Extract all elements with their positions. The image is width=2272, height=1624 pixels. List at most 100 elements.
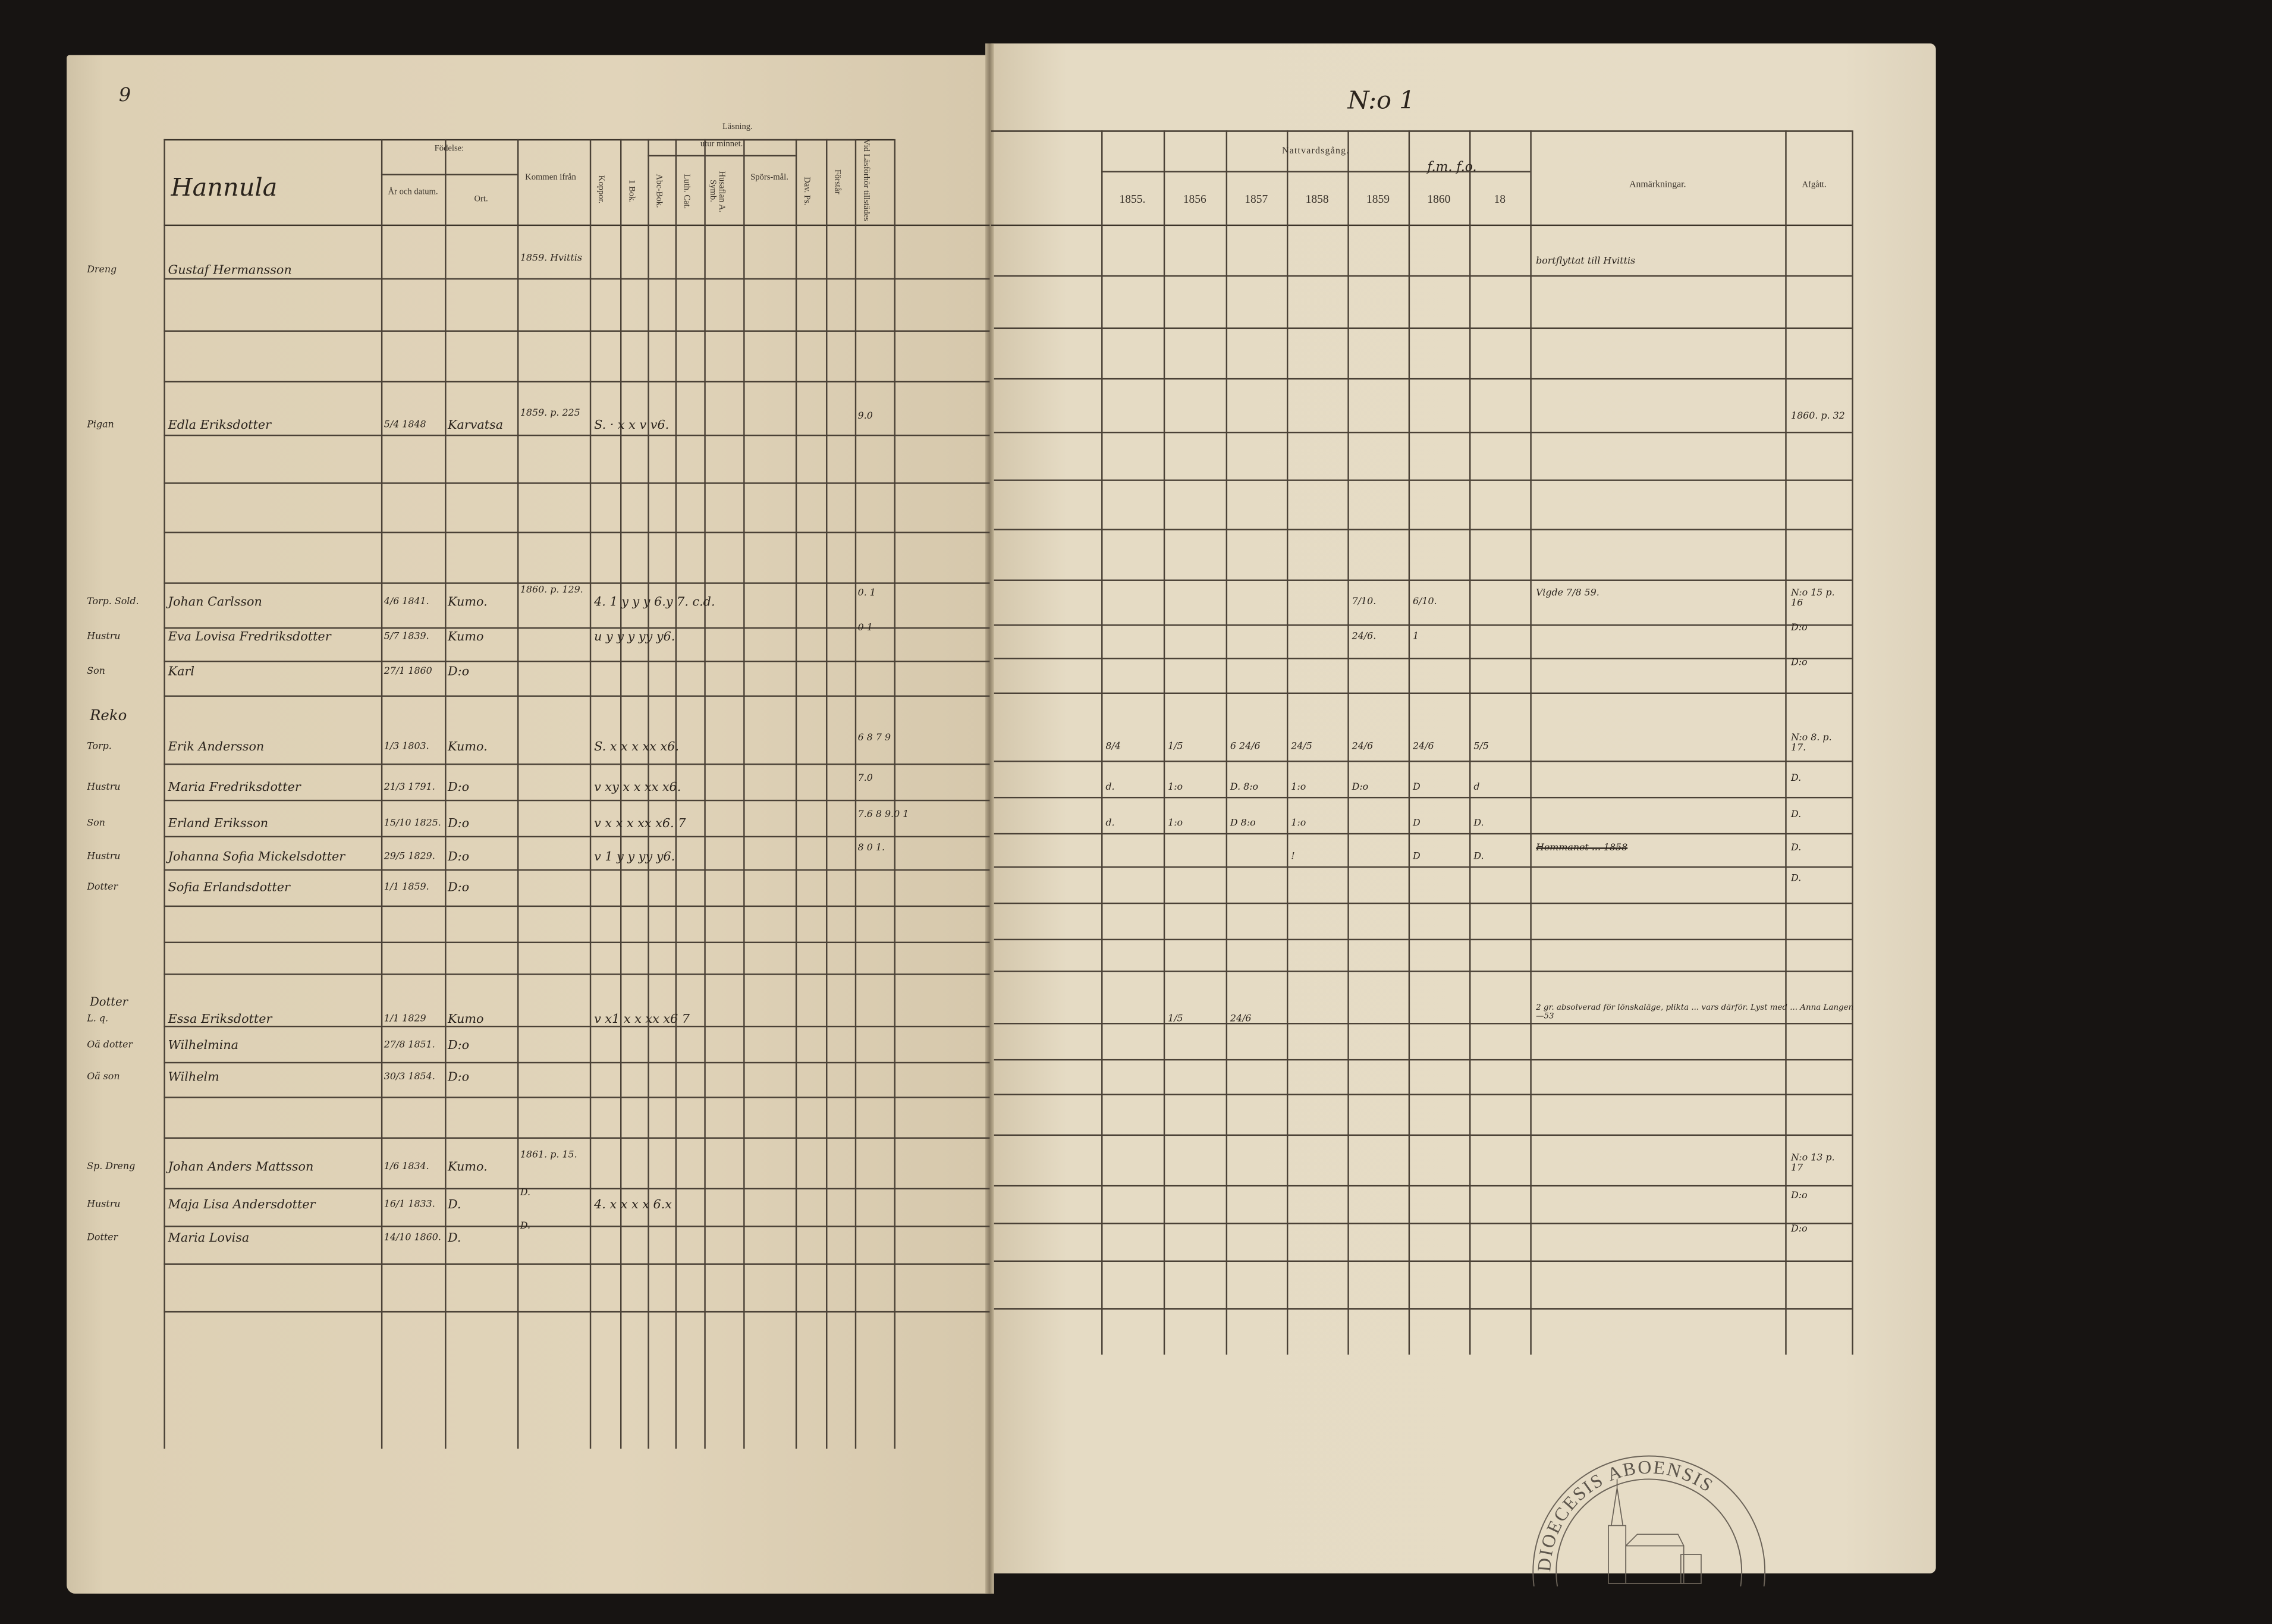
section-label-dotter: Dotter — [90, 995, 128, 1009]
lasforhor-marks: 7.0 — [857, 772, 873, 784]
column-rule — [1530, 130, 1532, 1355]
household-number: N:o 1 — [1347, 87, 1415, 116]
header-year: 1857 — [1245, 193, 1268, 206]
header-koppor: Koppor. — [596, 175, 605, 204]
person-name: Wilhelm — [168, 1070, 219, 1085]
header-bottom-rule-left — [164, 224, 990, 227]
communion-date: d. — [1105, 781, 1115, 793]
communion-date: 6/10. — [1412, 595, 1437, 607]
remark: bortflyttat till Hvittis — [1536, 255, 1636, 267]
column-rule — [743, 139, 745, 1449]
communion-date: 1/5 — [1168, 740, 1183, 752]
column-rule — [1347, 130, 1349, 1355]
row-rule — [164, 627, 990, 629]
church-drawing — [1608, 1479, 1702, 1584]
role-label: Son — [87, 665, 105, 677]
row-rule — [994, 529, 1852, 530]
communion-date: D. 8:o — [1230, 781, 1259, 793]
departure: D:o — [1791, 656, 1808, 668]
person-name: Maja Lisa Andersdotter — [168, 1198, 316, 1213]
person-name: Wilhelmina — [168, 1038, 239, 1054]
remark: Hemmanet ... 1858 — [1536, 841, 1628, 853]
row-rule — [164, 695, 990, 697]
birth-place: D. — [448, 1198, 461, 1213]
communion-date: 5/5 — [1473, 740, 1489, 752]
role-label: Oä dotter — [87, 1038, 133, 1051]
row-rule — [994, 692, 1852, 694]
person-name: Maria Fredriksdotter — [168, 781, 301, 796]
column-rule — [795, 139, 797, 1449]
reading-marks: 4. x x x x 6.x — [594, 1198, 672, 1213]
role-label: Hustru — [87, 781, 121, 793]
column-rule — [620, 139, 622, 1449]
column-rule — [517, 139, 519, 1449]
column-rule — [445, 139, 447, 1449]
lasning-sub-rule — [620, 139, 855, 141]
reading-marks: 4. 1 y y y 6.y 7. c.d. — [594, 595, 715, 610]
role-label: Dotter — [87, 1231, 118, 1243]
header-nattvardsgang: Nattvardsgång. — [1282, 146, 1350, 157]
communion-date: D:o — [1352, 781, 1369, 793]
role-label: Dreng — [87, 263, 117, 275]
person-name: Edla Eriksdotter — [168, 419, 272, 434]
row-rule — [994, 1223, 1852, 1224]
person-name: Johan Anders Mattsson — [168, 1160, 314, 1175]
row-rule — [994, 1134, 1852, 1136]
row-rule — [994, 1023, 1852, 1025]
came-from: D. — [520, 1186, 531, 1198]
person-name: Essa Eriksdotter — [168, 1012, 272, 1028]
row-rule — [164, 434, 990, 436]
header-afgatt: Afgått. — [1802, 181, 1827, 190]
nattvard-sub-rule — [1101, 171, 1531, 172]
birth-place: Karvatsa — [448, 419, 504, 434]
fodelse-sub-rule — [381, 174, 517, 175]
communion-date: 1:o — [1168, 781, 1183, 793]
row-rule — [994, 970, 1852, 972]
column-rule — [648, 139, 649, 1449]
row-rule — [994, 1260, 1852, 1262]
role-label: Hustru — [87, 1198, 121, 1210]
person-name: Maria Lovisa — [168, 1231, 250, 1246]
row-rule — [164, 973, 990, 975]
book-gutter — [985, 43, 994, 1594]
row-rule — [164, 1226, 990, 1227]
birth-place: D:o — [448, 781, 470, 796]
person-name: Erik Andersson — [168, 740, 265, 755]
birth-place: D:o — [448, 1070, 470, 1085]
communion-date: 24/6 — [1230, 1012, 1252, 1025]
row-rule — [994, 327, 1852, 329]
birth-date: 27/1 1860 — [384, 665, 432, 677]
birth-date: 5/4 1848 — [384, 419, 426, 431]
header-sporsmal: Spörs-mål. — [750, 174, 788, 183]
row-rule — [164, 1311, 990, 1313]
birth-place: D:o — [448, 1038, 470, 1054]
communion-date: 7/10. — [1352, 595, 1377, 607]
reading-marks: S. · x x v v6. — [594, 419, 670, 434]
row-rule — [994, 866, 1852, 868]
role-label: Hustru — [87, 630, 121, 642]
communion-date: 24/6. — [1352, 630, 1377, 642]
row-rule — [164, 381, 990, 383]
reading-marks: v x x x xx x6. 7 — [594, 817, 686, 832]
communion-date: D. — [1473, 817, 1484, 829]
birth-place: D:o — [448, 850, 470, 865]
header-husfl: Husaflan A. Symb. — [707, 170, 725, 212]
person-name: Eva Lovisa Fredriksdotter — [168, 630, 331, 645]
row-rule — [164, 763, 990, 765]
header-anmarkningar: Anmärkningar. — [1629, 180, 1686, 190]
header-ort: Ort. — [474, 195, 488, 205]
row-rule — [164, 835, 990, 838]
role-label: Sp. Dreng — [87, 1160, 136, 1172]
row-rule — [994, 624, 1852, 626]
departure: N:o 15 p. 16 — [1791, 586, 1835, 608]
person-name: Sofia Erlandsdotter — [168, 881, 290, 896]
row-rule — [994, 1308, 1852, 1310]
birth-place: D:o — [448, 881, 470, 896]
column-rule — [589, 139, 592, 1449]
column-rule — [894, 139, 896, 1449]
birth-date: 16/1 1833. — [384, 1198, 435, 1210]
birth-date: 1/1 1859. — [384, 881, 429, 893]
reading-marks: S. x x x xx x6. — [594, 740, 679, 755]
person-name: Erland Eriksson — [168, 817, 269, 832]
header-year: 18 — [1494, 193, 1506, 206]
